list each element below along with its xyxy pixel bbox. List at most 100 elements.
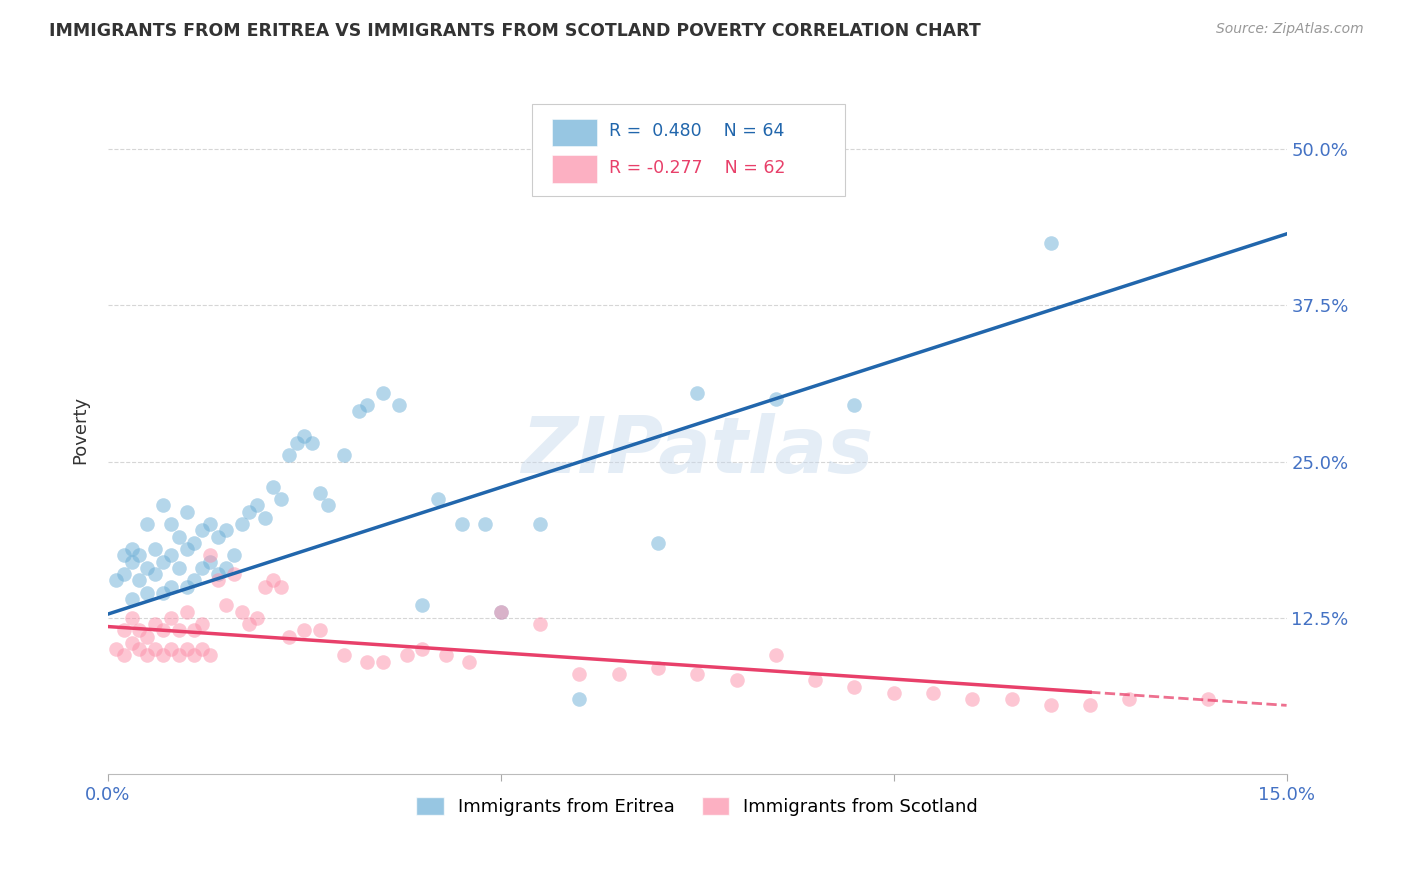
Point	[198, 648, 221, 663]
Point	[207, 567, 229, 582]
Point	[489, 605, 512, 619]
Point	[529, 516, 551, 531]
Point	[765, 648, 787, 663]
Point	[1118, 692, 1140, 706]
Point	[607, 667, 630, 681]
Point	[458, 655, 481, 669]
Text: IMMIGRANTS FROM ERITREA VS IMMIGRANTS FROM SCOTLAND POVERTY CORRELATION CHART: IMMIGRANTS FROM ERITREA VS IMMIGRANTS FR…	[49, 22, 981, 40]
Point	[371, 655, 394, 669]
Point	[262, 574, 284, 588]
Point	[349, 404, 371, 418]
Point	[686, 385, 709, 400]
Bar	[553, 155, 598, 183]
Point	[191, 561, 214, 575]
Point	[883, 686, 905, 700]
Point	[207, 574, 229, 588]
Point	[647, 661, 669, 675]
Point	[191, 617, 214, 632]
Point	[332, 448, 354, 462]
Point	[183, 574, 205, 588]
Point	[804, 673, 827, 688]
Point	[395, 648, 418, 663]
Point	[176, 504, 198, 518]
Point	[262, 479, 284, 493]
Point	[1000, 692, 1022, 706]
Point	[191, 642, 214, 657]
Point	[176, 542, 198, 557]
Point	[277, 448, 299, 462]
Point	[215, 561, 238, 575]
Point	[160, 549, 183, 563]
Point	[143, 642, 166, 657]
Point	[112, 549, 135, 563]
Point	[183, 624, 205, 638]
Point	[160, 580, 183, 594]
Point	[1039, 698, 1062, 713]
Y-axis label: Poverty: Poverty	[72, 396, 89, 465]
Point	[128, 574, 150, 588]
Point	[160, 611, 183, 625]
Point	[160, 516, 183, 531]
Point	[301, 435, 323, 450]
Point	[121, 592, 143, 607]
Point	[356, 655, 378, 669]
Point	[128, 624, 150, 638]
Point	[332, 648, 354, 663]
Point	[152, 586, 174, 600]
Point	[316, 498, 339, 512]
Point	[231, 516, 253, 531]
FancyBboxPatch shape	[533, 103, 845, 196]
Point	[121, 636, 143, 650]
Point	[167, 561, 190, 575]
Point	[222, 549, 245, 563]
Point	[152, 648, 174, 663]
Point	[121, 555, 143, 569]
Text: ZIPatlas: ZIPatlas	[522, 413, 873, 489]
Point	[191, 523, 214, 537]
Point	[294, 624, 316, 638]
Point	[143, 567, 166, 582]
Point	[176, 580, 198, 594]
Point	[222, 567, 245, 582]
Point	[215, 523, 238, 537]
Point	[1197, 692, 1219, 706]
Point	[231, 605, 253, 619]
Text: R = -0.277    N = 62: R = -0.277 N = 62	[609, 159, 786, 177]
Point	[285, 435, 308, 450]
Point	[371, 385, 394, 400]
Point	[152, 555, 174, 569]
Point	[450, 516, 472, 531]
Point	[647, 536, 669, 550]
Point	[112, 648, 135, 663]
Point	[152, 498, 174, 512]
Point	[962, 692, 984, 706]
Point	[121, 611, 143, 625]
Point	[176, 642, 198, 657]
Point	[725, 673, 748, 688]
Point	[104, 574, 127, 588]
Point	[765, 392, 787, 406]
Point	[309, 624, 332, 638]
Point	[277, 630, 299, 644]
Point	[270, 580, 292, 594]
Point	[1078, 698, 1101, 713]
Point	[309, 485, 332, 500]
Point	[143, 617, 166, 632]
Point	[246, 611, 269, 625]
Point	[112, 567, 135, 582]
Point	[136, 630, 159, 644]
Point	[198, 549, 221, 563]
Text: Source: ZipAtlas.com: Source: ZipAtlas.com	[1216, 22, 1364, 37]
Point	[427, 491, 450, 506]
Point	[254, 510, 277, 524]
Point	[489, 605, 512, 619]
Point	[167, 529, 190, 543]
Point	[844, 398, 866, 412]
Point	[270, 491, 292, 506]
Point	[246, 498, 269, 512]
Point	[112, 624, 135, 638]
Point	[294, 429, 316, 443]
Point	[207, 529, 229, 543]
Point	[183, 648, 205, 663]
Point	[121, 542, 143, 557]
